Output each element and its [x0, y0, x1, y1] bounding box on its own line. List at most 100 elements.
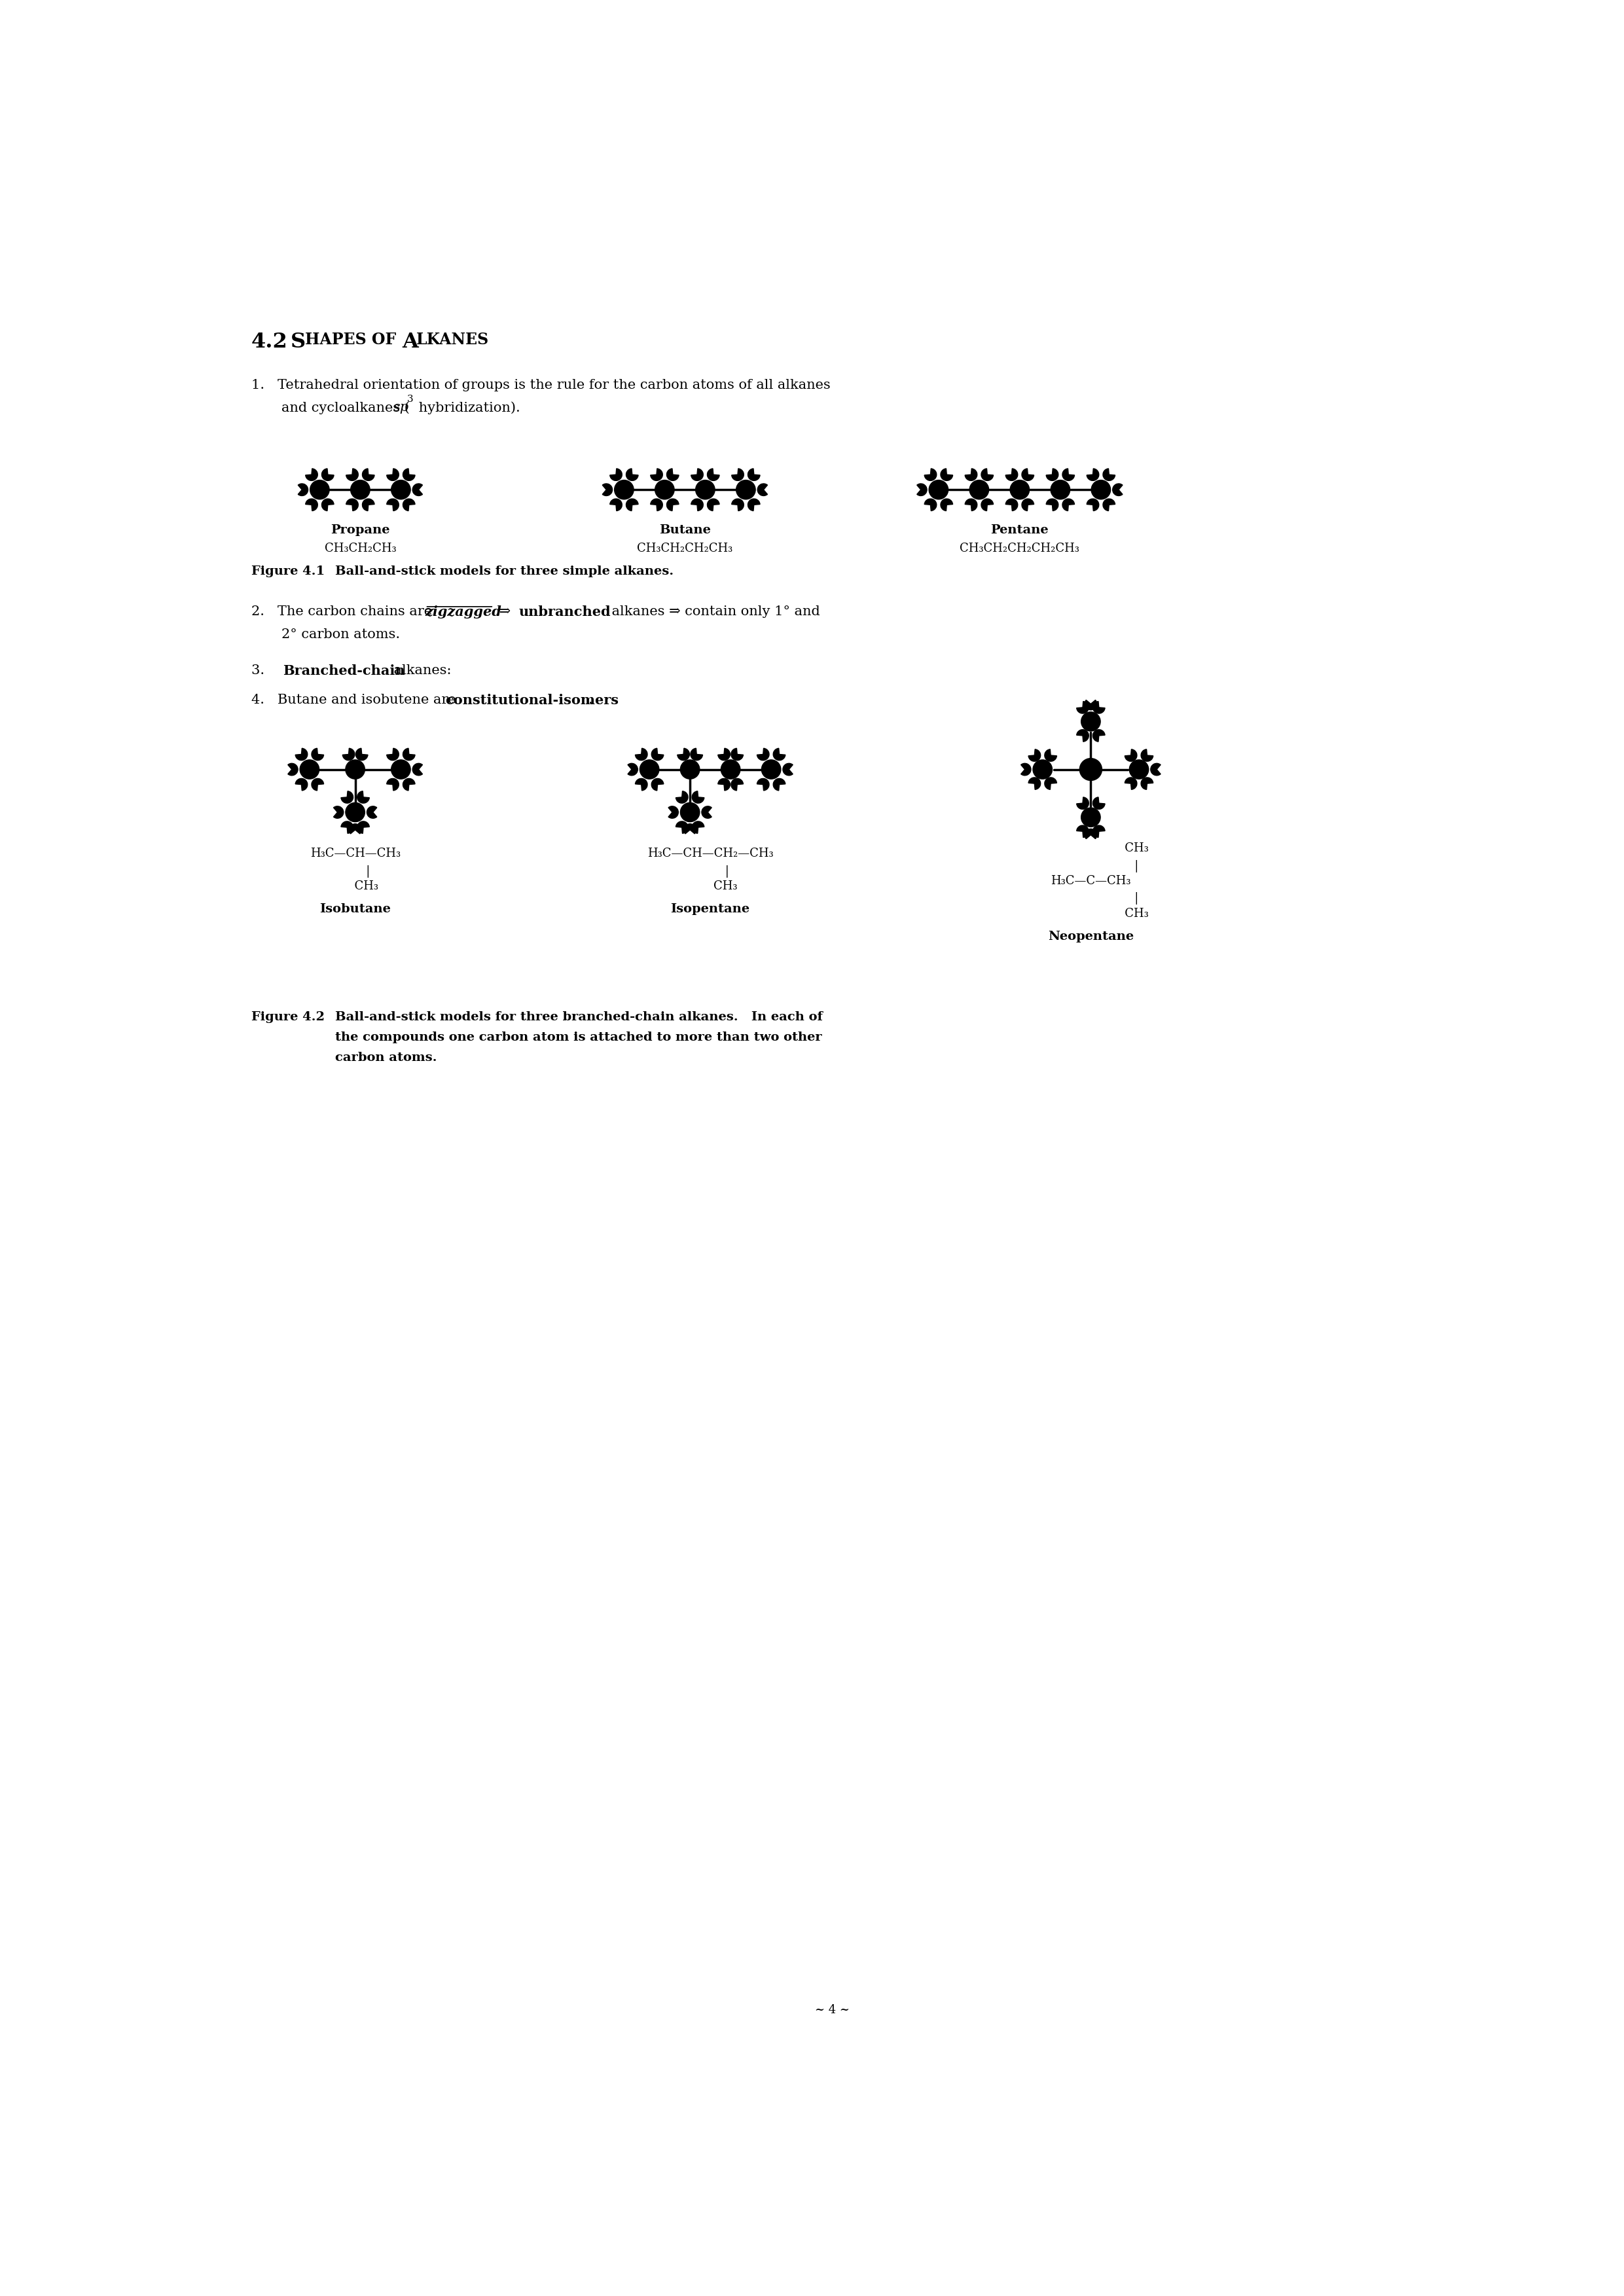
Wedge shape	[367, 806, 377, 817]
Wedge shape	[718, 748, 731, 760]
Wedge shape	[773, 778, 786, 790]
Text: 4.2: 4.2	[252, 333, 287, 351]
Circle shape	[929, 480, 948, 498]
Wedge shape	[412, 484, 422, 496]
Circle shape	[351, 480, 370, 498]
Wedge shape	[718, 778, 731, 790]
Circle shape	[1051, 480, 1070, 498]
Wedge shape	[322, 498, 335, 510]
Wedge shape	[676, 792, 689, 804]
Wedge shape	[1142, 748, 1153, 762]
Wedge shape	[1046, 468, 1059, 480]
Wedge shape	[1077, 797, 1088, 808]
Wedge shape	[783, 762, 793, 776]
Wedge shape	[747, 498, 760, 510]
Text: carbon atoms.: carbon atoms.	[335, 1052, 437, 1063]
Wedge shape	[651, 778, 664, 790]
Wedge shape	[692, 792, 705, 804]
Wedge shape	[296, 748, 307, 760]
Wedge shape	[690, 748, 703, 760]
Wedge shape	[1093, 824, 1104, 838]
Wedge shape	[1085, 829, 1096, 838]
Wedge shape	[706, 468, 719, 480]
Wedge shape	[757, 484, 768, 496]
Circle shape	[1080, 758, 1103, 781]
Wedge shape	[1112, 484, 1122, 496]
Circle shape	[1082, 808, 1101, 827]
Wedge shape	[1028, 748, 1041, 762]
Wedge shape	[1093, 797, 1104, 808]
Wedge shape	[312, 778, 323, 790]
Circle shape	[680, 804, 700, 822]
Text: CH₃: CH₃	[1083, 907, 1148, 921]
Text: ~ 4 ~: ~ 4 ~	[815, 2004, 849, 2016]
Wedge shape	[287, 762, 297, 776]
Wedge shape	[747, 468, 760, 480]
Circle shape	[1082, 712, 1101, 730]
Wedge shape	[731, 748, 744, 760]
Wedge shape	[684, 824, 697, 833]
Wedge shape	[1044, 748, 1057, 762]
Circle shape	[1010, 480, 1030, 498]
Wedge shape	[346, 468, 359, 480]
Wedge shape	[1062, 498, 1075, 510]
Wedge shape	[403, 778, 416, 790]
Wedge shape	[1103, 468, 1116, 480]
Text: unbranched: unbranched	[518, 606, 611, 618]
Wedge shape	[343, 748, 354, 760]
Wedge shape	[669, 806, 679, 817]
Wedge shape	[1021, 498, 1034, 510]
Wedge shape	[1046, 498, 1059, 510]
Wedge shape	[651, 498, 663, 510]
Wedge shape	[1077, 824, 1088, 838]
Circle shape	[721, 760, 741, 778]
Wedge shape	[667, 498, 679, 510]
Text: alkanes:: alkanes:	[390, 664, 451, 677]
Wedge shape	[635, 748, 648, 760]
Wedge shape	[356, 748, 369, 760]
Wedge shape	[1044, 778, 1057, 790]
Wedge shape	[676, 822, 689, 833]
Circle shape	[970, 480, 989, 498]
Text: Butane: Butane	[659, 523, 711, 535]
Circle shape	[391, 480, 411, 498]
Wedge shape	[965, 498, 978, 510]
Wedge shape	[757, 778, 770, 790]
Wedge shape	[611, 468, 622, 480]
Wedge shape	[627, 498, 638, 510]
Text: Ball-and-stick models for three simple alkanes.: Ball-and-stick models for three simple a…	[335, 565, 674, 576]
Text: LKANES: LKANES	[416, 333, 489, 347]
Text: CH₃: CH₃	[331, 879, 378, 893]
Wedge shape	[940, 498, 953, 510]
Text: sp: sp	[393, 402, 409, 413]
Wedge shape	[702, 806, 711, 817]
Text: |: |	[692, 866, 729, 877]
Wedge shape	[1093, 700, 1104, 714]
Text: 3.: 3.	[252, 664, 278, 677]
Wedge shape	[692, 822, 705, 833]
Text: zigzagged: zigzagged	[425, 606, 502, 618]
Circle shape	[1129, 760, 1148, 778]
Text: Neopentane: Neopentane	[1047, 930, 1134, 941]
Circle shape	[310, 480, 330, 498]
Wedge shape	[1086, 468, 1099, 480]
Text: Propane: Propane	[331, 523, 390, 535]
Wedge shape	[627, 468, 638, 480]
Text: A: A	[401, 333, 417, 351]
Text: 3: 3	[408, 395, 412, 404]
Wedge shape	[757, 748, 770, 760]
Text: 2° carbon atoms.: 2° carbon atoms.	[281, 629, 400, 641]
Text: CH₃CH₂CH₂CH₂CH₃: CH₃CH₂CH₂CH₂CH₃	[960, 542, 1080, 553]
Wedge shape	[1125, 748, 1137, 762]
Text: Isobutane: Isobutane	[320, 902, 391, 914]
Wedge shape	[692, 498, 703, 510]
Text: |: |	[1093, 891, 1138, 905]
Wedge shape	[706, 498, 719, 510]
Text: alkanes ⇒ contain only 1° and: alkanes ⇒ contain only 1° and	[607, 606, 820, 618]
Wedge shape	[387, 778, 400, 790]
Text: ⇒: ⇒	[495, 606, 515, 618]
Wedge shape	[1086, 498, 1099, 510]
Wedge shape	[603, 484, 612, 496]
Wedge shape	[1093, 730, 1104, 742]
Circle shape	[300, 760, 320, 778]
